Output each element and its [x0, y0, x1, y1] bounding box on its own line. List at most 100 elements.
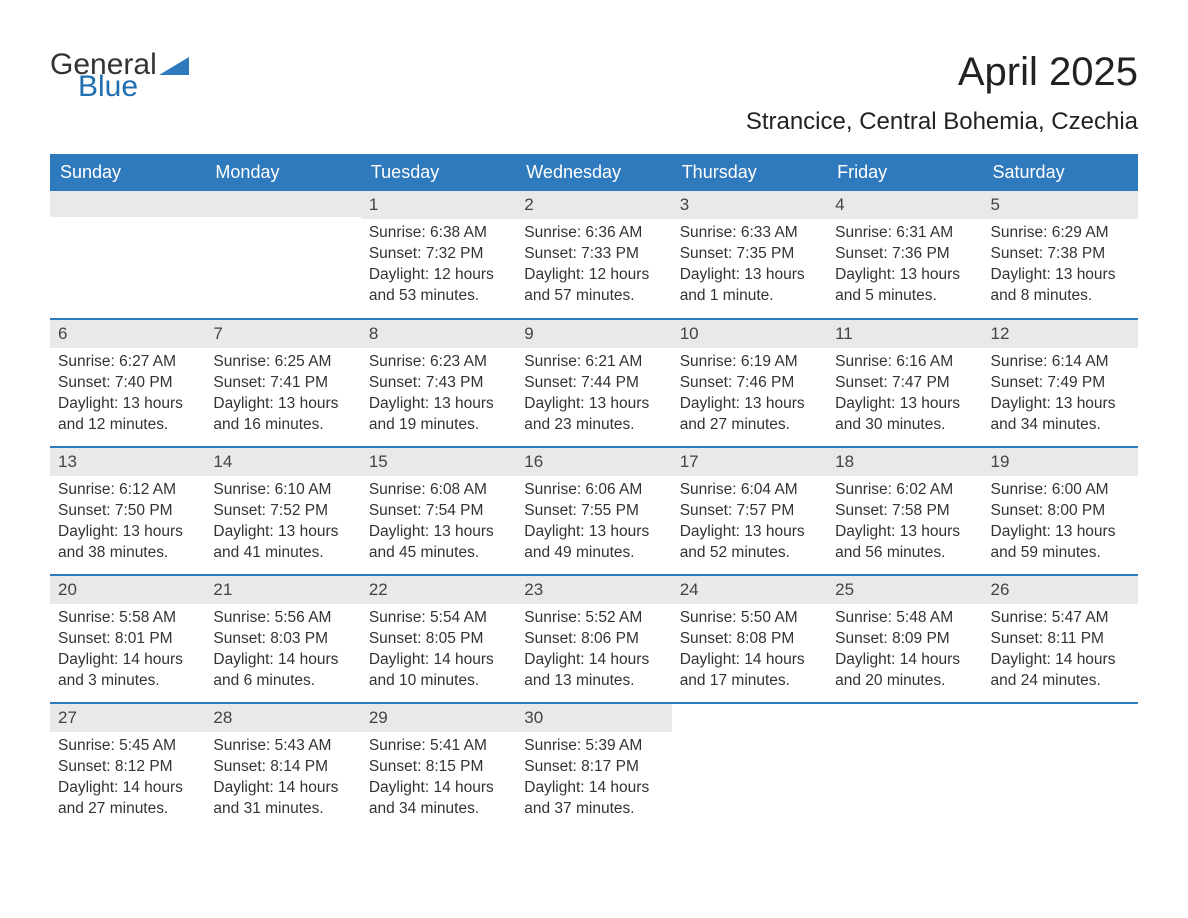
logo-word-blue: Blue [78, 72, 157, 102]
calendar-header-cell: Saturday [983, 154, 1138, 191]
daylight-line: Daylight: 14 hours and 24 minutes. [991, 650, 1130, 692]
day-number: 29 [361, 704, 516, 732]
logo-text: General Blue [50, 50, 157, 102]
daylight-line: Daylight: 13 hours and 38 minutes. [58, 522, 197, 564]
calendar-header-cell: Sunday [50, 154, 205, 191]
daylight-line: Daylight: 13 hours and 1 minute. [680, 265, 819, 307]
sunset-line: Sunset: 7:36 PM [835, 244, 974, 265]
day-body: Sunrise: 6:12 AMSunset: 7:50 PMDaylight:… [50, 476, 205, 572]
day-body: Sunrise: 6:31 AMSunset: 7:36 PMDaylight:… [827, 219, 982, 315]
day-body: Sunrise: 6:10 AMSunset: 7:52 PMDaylight:… [205, 476, 360, 572]
day-number: 20 [50, 576, 205, 604]
day-body: Sunrise: 6:36 AMSunset: 7:33 PMDaylight:… [516, 219, 671, 315]
calendar-header-cell: Tuesday [361, 154, 516, 191]
sunrise-line: Sunrise: 5:39 AM [524, 736, 663, 757]
calendar-day-cell: 16Sunrise: 6:06 AMSunset: 7:55 PMDayligh… [516, 447, 671, 575]
calendar-day-cell: 17Sunrise: 6:04 AMSunset: 7:57 PMDayligh… [672, 447, 827, 575]
calendar-day-cell: 5Sunrise: 6:29 AMSunset: 7:38 PMDaylight… [983, 191, 1138, 319]
daylight-line: Daylight: 14 hours and 6 minutes. [213, 650, 352, 692]
sunset-line: Sunset: 8:15 PM [369, 757, 508, 778]
calendar-day-cell: 27Sunrise: 5:45 AMSunset: 8:12 PMDayligh… [50, 703, 205, 831]
daylight-line: Daylight: 12 hours and 53 minutes. [369, 265, 508, 307]
daylight-line: Daylight: 13 hours and 41 minutes. [213, 522, 352, 564]
sunset-line: Sunset: 7:46 PM [680, 373, 819, 394]
day-body: Sunrise: 5:41 AMSunset: 8:15 PMDaylight:… [361, 732, 516, 828]
daylight-line: Daylight: 13 hours and 30 minutes. [835, 394, 974, 436]
day-number: 18 [827, 448, 982, 476]
day-number: 13 [50, 448, 205, 476]
day-body: Sunrise: 6:06 AMSunset: 7:55 PMDaylight:… [516, 476, 671, 572]
daylight-line: Daylight: 13 hours and 16 minutes. [213, 394, 352, 436]
sunset-line: Sunset: 8:03 PM [213, 629, 352, 650]
calendar-day-cell: 21Sunrise: 5:56 AMSunset: 8:03 PMDayligh… [205, 575, 360, 703]
calendar-week-row: 20Sunrise: 5:58 AMSunset: 8:01 PMDayligh… [50, 575, 1138, 703]
day-number: 6 [50, 320, 205, 348]
calendar-day-cell: 2Sunrise: 6:36 AMSunset: 7:33 PMDaylight… [516, 191, 671, 319]
calendar-day-cell: 8Sunrise: 6:23 AMSunset: 7:43 PMDaylight… [361, 319, 516, 447]
calendar-day-cell: 19Sunrise: 6:00 AMSunset: 8:00 PMDayligh… [983, 447, 1138, 575]
day-number: 15 [361, 448, 516, 476]
logo-triangle-icon [159, 53, 193, 81]
day-body: Sunrise: 6:04 AMSunset: 7:57 PMDaylight:… [672, 476, 827, 572]
day-body: Sunrise: 6:38 AMSunset: 7:32 PMDaylight:… [361, 219, 516, 315]
sunrise-line: Sunrise: 6:14 AM [991, 352, 1130, 373]
calendar-day-cell: 15Sunrise: 6:08 AMSunset: 7:54 PMDayligh… [361, 447, 516, 575]
daylight-line: Daylight: 13 hours and 34 minutes. [991, 394, 1130, 436]
calendar-day-cell: 23Sunrise: 5:52 AMSunset: 8:06 PMDayligh… [516, 575, 671, 703]
sunset-line: Sunset: 7:41 PM [213, 373, 352, 394]
sunrise-line: Sunrise: 6:02 AM [835, 480, 974, 501]
calendar-day-cell: 26Sunrise: 5:47 AMSunset: 8:11 PMDayligh… [983, 575, 1138, 703]
day-number: 3 [672, 191, 827, 219]
sunset-line: Sunset: 7:35 PM [680, 244, 819, 265]
day-body: Sunrise: 5:54 AMSunset: 8:05 PMDaylight:… [361, 604, 516, 700]
daylight-line: Daylight: 14 hours and 34 minutes. [369, 778, 508, 820]
day-body: Sunrise: 5:39 AMSunset: 8:17 PMDaylight:… [516, 732, 671, 828]
daylight-line: Daylight: 14 hours and 37 minutes. [524, 778, 663, 820]
daylight-line: Daylight: 13 hours and 52 minutes. [680, 522, 819, 564]
day-body: Sunrise: 5:58 AMSunset: 8:01 PMDaylight:… [50, 604, 205, 700]
calendar-day-cell [672, 703, 827, 831]
sunrise-line: Sunrise: 6:31 AM [835, 223, 974, 244]
day-number: 23 [516, 576, 671, 604]
day-body: Sunrise: 6:00 AMSunset: 8:00 PMDaylight:… [983, 476, 1138, 572]
sunset-line: Sunset: 7:58 PM [835, 501, 974, 522]
calendar-day-cell: 24Sunrise: 5:50 AMSunset: 8:08 PMDayligh… [672, 575, 827, 703]
day-body: Sunrise: 6:02 AMSunset: 7:58 PMDaylight:… [827, 476, 982, 572]
day-body: Sunrise: 6:16 AMSunset: 7:47 PMDaylight:… [827, 348, 982, 444]
day-number: 9 [516, 320, 671, 348]
page-subtitle: Strancice, Central Bohemia, Czechia [50, 108, 1138, 136]
day-number: 28 [205, 704, 360, 732]
calendar-day-cell: 7Sunrise: 6:25 AMSunset: 7:41 PMDaylight… [205, 319, 360, 447]
calendar-header-cell: Monday [205, 154, 360, 191]
sunset-line: Sunset: 7:44 PM [524, 373, 663, 394]
daylight-line: Daylight: 13 hours and 59 minutes. [991, 522, 1130, 564]
sunrise-line: Sunrise: 5:58 AM [58, 608, 197, 629]
day-number: 11 [827, 320, 982, 348]
calendar-day-cell: 10Sunrise: 6:19 AMSunset: 7:46 PMDayligh… [672, 319, 827, 447]
sunset-line: Sunset: 7:50 PM [58, 501, 197, 522]
sunrise-line: Sunrise: 6:23 AM [369, 352, 508, 373]
sunset-line: Sunset: 7:47 PM [835, 373, 974, 394]
day-number: 17 [672, 448, 827, 476]
calendar-day-cell [205, 191, 360, 319]
sunset-line: Sunset: 8:12 PM [58, 757, 197, 778]
sunset-line: Sunset: 7:57 PM [680, 501, 819, 522]
day-body: Sunrise: 5:48 AMSunset: 8:09 PMDaylight:… [827, 604, 982, 700]
sunset-line: Sunset: 7:32 PM [369, 244, 508, 265]
daylight-line: Daylight: 14 hours and 31 minutes. [213, 778, 352, 820]
calendar-day-cell: 20Sunrise: 5:58 AMSunset: 8:01 PMDayligh… [50, 575, 205, 703]
day-number: 24 [672, 576, 827, 604]
sunrise-line: Sunrise: 6:36 AM [524, 223, 663, 244]
calendar-day-cell: 12Sunrise: 6:14 AMSunset: 7:49 PMDayligh… [983, 319, 1138, 447]
sunrise-line: Sunrise: 6:16 AM [835, 352, 974, 373]
daylight-line: Daylight: 13 hours and 27 minutes. [680, 394, 819, 436]
day-number: 1 [361, 191, 516, 219]
day-body: Sunrise: 5:56 AMSunset: 8:03 PMDaylight:… [205, 604, 360, 700]
sunrise-line: Sunrise: 6:27 AM [58, 352, 197, 373]
sunset-line: Sunset: 7:55 PM [524, 501, 663, 522]
daylight-line: Daylight: 13 hours and 19 minutes. [369, 394, 508, 436]
daylight-line: Daylight: 14 hours and 3 minutes. [58, 650, 197, 692]
calendar-day-cell: 6Sunrise: 6:27 AMSunset: 7:40 PMDaylight… [50, 319, 205, 447]
day-number [205, 191, 360, 217]
sunset-line: Sunset: 7:33 PM [524, 244, 663, 265]
